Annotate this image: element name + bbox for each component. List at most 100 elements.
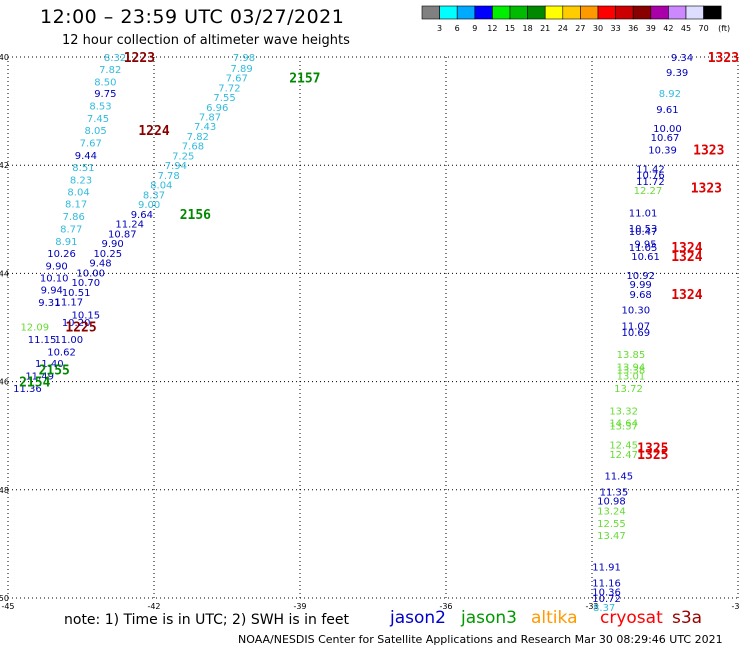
pass-time-label: 2154 [19, 376, 50, 391]
data-points: 8.327.828.509.758.537.458.057.679.448.51… [13, 53, 693, 614]
swh-value: 10.72 [592, 594, 621, 605]
swh-value: 9.48 [89, 259, 111, 270]
swh-value: 12.09 [20, 322, 49, 333]
swh-value: 9.31 [38, 298, 60, 309]
swh-value: 9.95 [634, 240, 656, 251]
pass-time-label: 2155 [39, 364, 70, 379]
swh-value: 11.24 [115, 220, 144, 231]
scale-swatch [668, 5, 687, 20]
swh-value: 11.17 [55, 298, 84, 309]
y-tick-label: -46 [0, 378, 9, 387]
scale-label: 24 [558, 24, 568, 33]
scale-label: 21 [540, 24, 550, 33]
x-tick-label: -36 [439, 602, 452, 611]
x-tick-label: -30 [731, 602, 740, 611]
swh-value: 12.55 [597, 519, 626, 530]
swh-value: 8.51 [72, 163, 94, 174]
x-tick-label: -45 [1, 602, 14, 611]
swh-value: 14.64 [609, 419, 638, 430]
swh-value: 10.51 [62, 288, 91, 299]
swh-value: 11.40 [35, 359, 64, 370]
pass-time-label: 1323 [693, 144, 724, 159]
swh-value: 9.75 [94, 89, 116, 100]
swh-value: 11.01 [629, 208, 658, 219]
swh-value: 8.23 [70, 175, 92, 186]
swh-value: 8.92 [659, 89, 681, 100]
swh-value: 6.96 [206, 103, 228, 114]
swh-value: 7.98 [233, 53, 255, 64]
scale-swatch [580, 5, 599, 20]
swh-value: 11.91 [592, 563, 621, 574]
scale-label: 27 [575, 24, 585, 33]
swh-value: 10.92 [626, 271, 655, 282]
swh-value: 7.72 [218, 83, 240, 94]
swh-value: 8.17 [65, 200, 87, 211]
swh-value: 11.45 [604, 472, 633, 483]
legend-altika: altika [531, 608, 578, 628]
swh-value: 8.37 [143, 190, 165, 201]
swh-value: 13.47 [597, 531, 626, 542]
x-tick-label: -33 [585, 602, 598, 611]
swh-value: 7.89 [230, 64, 252, 75]
scale-swatch [439, 5, 458, 20]
chart-subtitle: 12 hour collection of altimeter wave hei… [62, 33, 350, 48]
y-axis-ticks: -40 -42 -44 -46 -48 -50 [0, 53, 9, 603]
swh-value: 9.90 [102, 239, 124, 250]
y-tick-label: -40 [0, 53, 9, 62]
scale-label: 42 [663, 24, 673, 33]
swh-value: 10.15 [72, 311, 101, 322]
legend-cryosat: cryosat [600, 608, 663, 628]
footer-note: note: 1) Time is in UTC; 2) SWH is in fe… [64, 612, 350, 628]
pass-time-label: 1324 [671, 241, 702, 256]
swh-value: 8.04 [150, 181, 172, 192]
swh-value: 8.05 [84, 126, 106, 137]
swh-value: 12.47 [609, 450, 638, 461]
swh-value: 11.05 [629, 243, 658, 254]
swh-value: 12.27 [634, 186, 663, 197]
swh-value: 13.94 [617, 362, 646, 373]
scale-swatch [685, 5, 704, 20]
swh-value: 7.82 [187, 132, 209, 143]
swh-value: 9.39 [666, 68, 688, 79]
swh-value: 9.99 [630, 280, 652, 291]
swh-value: 9.64 [131, 210, 153, 221]
swh-value: 7.87 [199, 113, 221, 124]
swh-value: 8.37 [593, 603, 615, 614]
swh-value: 11.42 [636, 164, 665, 175]
swh-value: 10.67 [651, 133, 680, 144]
scale-label: 39 [646, 24, 656, 33]
swh-value: 10.98 [597, 497, 626, 508]
pass-time-label: 1325 [637, 442, 668, 457]
swh-value: 10.26 [47, 249, 76, 260]
swh-value: 10.70 [72, 278, 101, 289]
grid-lines [7, 56, 739, 599]
pass-time-label: 1323 [708, 51, 739, 66]
legend-jason2: jason2 [390, 608, 446, 628]
scale-swatch [527, 5, 546, 20]
swh-value: 8.53 [89, 102, 111, 113]
swh-value: 12.45 [609, 440, 638, 451]
swh-value: 9.00 [138, 200, 160, 211]
x-tick-label: -42 [147, 602, 160, 611]
color-scale-legend: 3 6 9 12 15 18 21 24 27 30 33 36 39 42 45 70 (ft) [421, 5, 730, 33]
scale-unit-label: (ft) [718, 24, 730, 33]
scale-swatch [615, 5, 634, 20]
swh-value: 9.94 [41, 286, 63, 297]
scale-label: 3 [437, 24, 442, 33]
swh-value: 8.50 [94, 77, 116, 88]
pass-time-label: 1223 [124, 51, 155, 66]
swh-value: 10.00 [76, 268, 105, 279]
swh-value: 7.68 [182, 142, 204, 153]
scale-label: 70 [699, 24, 709, 33]
swh-value: 10.53 [629, 224, 658, 235]
pass-time-label: 1324 [671, 250, 702, 265]
y-tick-label: -48 [0, 486, 9, 495]
swh-value: 7.67 [226, 74, 248, 85]
swh-value: 9.90 [46, 261, 68, 272]
swh-value: 10.39 [648, 146, 677, 157]
swh-value: 11.00 [55, 335, 84, 346]
swh-value: 10.20 [62, 318, 91, 329]
scale-swatch [562, 5, 581, 20]
swh-value: 13.38 [617, 366, 646, 377]
swh-value: 11.36 [13, 384, 42, 395]
